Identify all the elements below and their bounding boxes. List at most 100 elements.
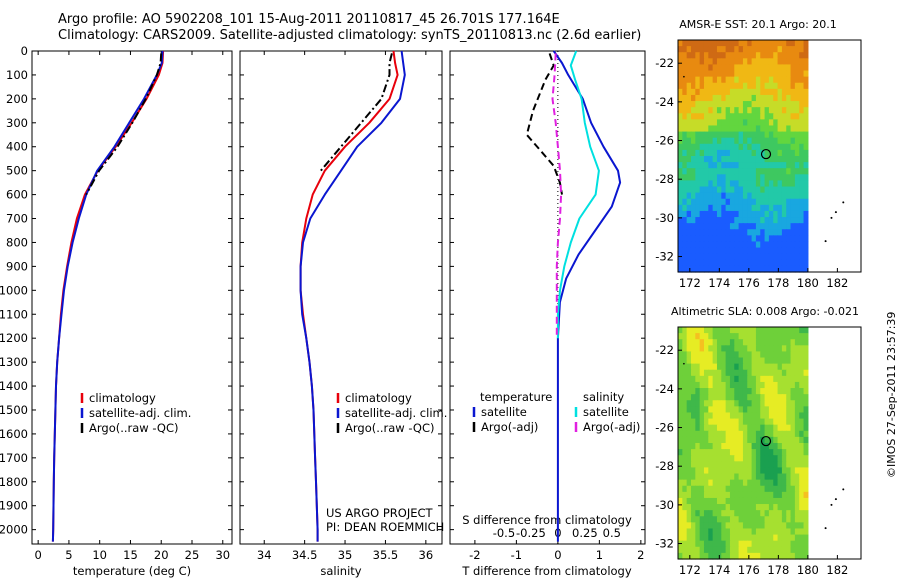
sla-cell — [764, 400, 770, 407]
sla-cell — [803, 497, 809, 505]
sst-cell — [682, 52, 688, 59]
sst-cell — [678, 70, 683, 78]
sst-cell — [703, 131, 709, 139]
sst-cell — [712, 168, 718, 175]
sla-cell — [773, 357, 779, 365]
sla-cell — [738, 424, 744, 432]
sst-cell — [678, 40, 683, 47]
sst-cell — [773, 113, 779, 120]
sst-cell — [734, 186, 740, 194]
sst-cell — [699, 137, 705, 145]
sla-cell — [703, 369, 709, 377]
sla-cell — [682, 443, 688, 450]
sla-cell — [764, 552, 770, 560]
sst-cell — [738, 40, 744, 47]
sst-cell — [768, 119, 774, 127]
sst-cell — [682, 210, 688, 218]
sst-cell — [755, 180, 761, 188]
sla-cell — [799, 510, 805, 517]
sst-cell — [781, 162, 787, 169]
sla-cell — [773, 479, 779, 487]
sla-cell — [786, 394, 792, 401]
sla-cell — [734, 369, 740, 377]
sst-cell — [742, 94, 748, 102]
sla-cell — [712, 339, 718, 346]
sst-cell — [768, 217, 774, 224]
sst-cell — [747, 265, 753, 273]
ytick-label-7: 700 — [6, 212, 28, 226]
sla-cell — [747, 375, 753, 383]
sst-cell — [686, 64, 692, 72]
sla-cell — [695, 375, 701, 383]
sst-cell — [773, 180, 779, 188]
sla-cell — [777, 455, 783, 462]
sla-cell — [790, 504, 796, 511]
sla-cell — [768, 516, 774, 523]
sst-cell — [755, 217, 761, 224]
sla-cell — [764, 522, 770, 530]
sla-cell — [721, 406, 727, 414]
sla-cell — [729, 381, 735, 389]
sst-cell — [794, 180, 800, 188]
sla-cell — [790, 388, 796, 395]
sla-cell — [729, 436, 735, 444]
sla-cell — [777, 412, 783, 420]
sst-cell — [729, 192, 735, 200]
sla-cell — [725, 479, 731, 487]
sla-cell — [786, 406, 792, 414]
sst-cell — [721, 125, 727, 133]
sla-cell — [799, 424, 805, 432]
sla-cell — [799, 497, 805, 505]
sla-cell — [777, 534, 783, 542]
sst-cell — [699, 210, 705, 218]
sst-cell — [690, 186, 696, 194]
sla-cell — [721, 357, 727, 365]
sst-cell — [760, 168, 766, 175]
sla-cell — [686, 345, 692, 353]
sst-cell — [773, 46, 779, 53]
sst-cell — [760, 149, 766, 157]
sla-cell — [725, 436, 731, 444]
sla-cell — [747, 467, 753, 475]
sla-cell — [786, 381, 792, 389]
sst-cell — [751, 143, 757, 151]
sla-cell — [799, 455, 805, 462]
sla-cell — [725, 406, 731, 414]
sla-cell — [729, 345, 735, 353]
sla-cell — [699, 467, 705, 475]
diff-s-tick-label-4: 0.5 — [603, 526, 621, 540]
sla-cell — [781, 351, 787, 359]
sst-cell — [764, 223, 770, 230]
sla-cell — [790, 473, 796, 481]
sst-cell — [794, 265, 800, 273]
sla-cell — [781, 455, 787, 462]
sst-cell — [799, 235, 805, 243]
sla-cell — [729, 430, 735, 438]
sla-cell — [708, 406, 714, 414]
sla-cell — [781, 345, 787, 353]
sla-cell — [790, 424, 796, 432]
sst-cell — [678, 162, 683, 169]
sst-cell — [781, 131, 787, 139]
sst-cell — [703, 253, 709, 261]
sst-cell — [768, 247, 774, 255]
sst-cell — [721, 101, 727, 108]
sla-cell — [682, 327, 688, 334]
sla-cell — [790, 491, 796, 499]
sla-cell — [794, 339, 800, 346]
sst-cell — [742, 235, 748, 243]
sst-cell — [760, 137, 766, 145]
sla-cell — [678, 461, 683, 469]
sst-cell — [799, 265, 805, 273]
sst-cell — [773, 88, 779, 96]
sst-cell — [764, 76, 770, 84]
sla-cell — [708, 351, 714, 359]
sla-cell — [786, 345, 792, 353]
sst-cell — [699, 64, 705, 72]
sla-cell — [803, 485, 809, 493]
sst-cell — [695, 168, 701, 175]
sla-cell — [686, 455, 692, 462]
sst-cell — [773, 156, 779, 163]
sst-cell — [742, 113, 748, 120]
sst-cell — [742, 40, 748, 47]
